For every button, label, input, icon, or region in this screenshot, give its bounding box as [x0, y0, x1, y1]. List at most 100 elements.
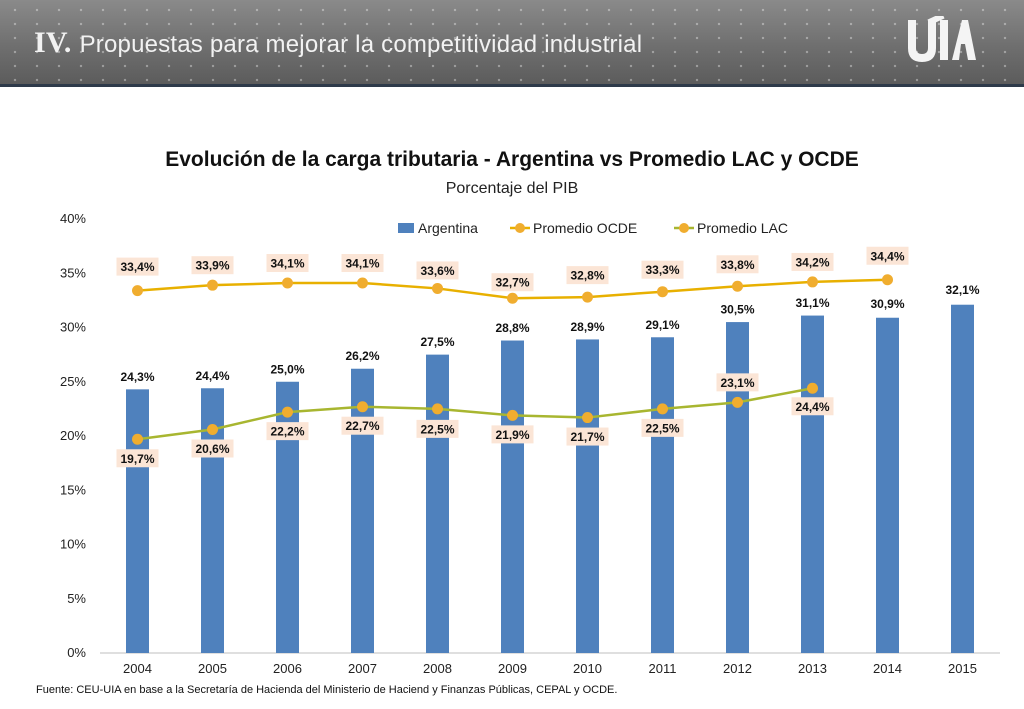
point-ocde-2011 [657, 286, 668, 298]
point-ocde-2007 [357, 277, 368, 289]
data-label-argentina-2007-bg [341, 346, 384, 365]
data-label-ocde-2004: 33,4% [120, 260, 154, 274]
data-label-ocde-2008-bg [416, 261, 459, 280]
data-label-argentina-2005-bg [191, 366, 234, 385]
data-label-lac-2009-bg [491, 425, 534, 444]
data-label-ocde-2007: 34,1% [345, 257, 379, 271]
data-label-ocde-2007-bg [341, 254, 384, 273]
point-ocde-2005 [207, 279, 218, 291]
data-label-ocde-2011: 33,3% [645, 263, 679, 277]
data-label-lac-2008: 22,5% [420, 422, 454, 436]
y-tick-label: 10% [60, 537, 86, 552]
line-lac [137, 387, 813, 441]
point-ocde-2009 [507, 292, 518, 304]
data-label-argentina-2011-bg [641, 315, 684, 334]
bar-argentina-2008 [426, 354, 449, 653]
data-label-lac-2004-bg [116, 449, 159, 468]
legend-marker-ocde [515, 223, 525, 233]
y-tick-label: 0% [67, 645, 86, 660]
data-label-lac-2008-bg [416, 419, 459, 438]
data-label-lac-2012-bg [716, 373, 759, 392]
bar-argentina-2012 [726, 322, 749, 653]
data-label-argentina-2004: 24,3% [120, 370, 154, 384]
data-label-ocde-2012-bg [716, 255, 759, 274]
x-tick-label: 2013 [798, 661, 827, 676]
x-tick-label: 2011 [649, 661, 677, 676]
bar-argentina-2011 [651, 337, 674, 653]
y-tick-label: 5% [67, 591, 86, 606]
data-label-argentina-2010-bg [566, 317, 609, 336]
slide-title: IV. Propuestas para mejorar la competitiv… [34, 26, 642, 60]
point-ocde-2004 [132, 285, 143, 297]
data-label-ocde-2014-bg [866, 246, 909, 265]
bar-argentina-2015 [951, 304, 974, 653]
point-ocde-2014 [882, 274, 893, 286]
x-tick-label: 2010 [573, 661, 602, 676]
header-divider [0, 84, 1024, 87]
y-tick-label: 25% [60, 374, 86, 389]
data-label-ocde-2010-bg [566, 266, 609, 285]
data-label-ocde-2013: 34,2% [795, 255, 829, 269]
source-note: Fuente: CEU-UIA en base a la Secretaría … [36, 684, 618, 696]
bar-argentina-2013 [801, 315, 824, 653]
y-tick-label: 30% [60, 320, 86, 335]
point-lac-2004 [132, 433, 143, 445]
y-tick-label: 15% [60, 482, 86, 497]
data-label-lac-2012: 23,1% [720, 376, 754, 390]
y-tick-label: 20% [60, 428, 86, 443]
data-label-argentina-2008-bg [416, 332, 459, 351]
legend-label-argentina: Argentina [418, 220, 478, 236]
y-tick-label: 35% [60, 265, 86, 280]
x-tick-label: 2006 [273, 661, 302, 676]
uia-logo-icon [908, 16, 976, 62]
data-label-argentina-2015: 32,1% [945, 283, 979, 297]
x-tick-label: 2009 [498, 661, 527, 676]
data-label-lac-2006: 22,2% [270, 425, 304, 439]
data-label-ocde-2006-bg [266, 254, 309, 273]
data-label-argentina-2014-bg [866, 294, 909, 313]
chart-title: Evolución de la carga tributaria - Argen… [165, 148, 859, 171]
data-label-argentina-2014: 30,9% [870, 297, 904, 311]
data-label-lac-2006-bg [266, 422, 309, 441]
x-tick-label: 2005 [198, 661, 227, 676]
legend-label-lac: Promedio LAC [697, 220, 788, 236]
bar-argentina-2004 [126, 389, 149, 653]
data-label-ocde-2012: 33,8% [720, 258, 754, 272]
y-tick-label: 40% [60, 211, 86, 226]
x-tick-label: 2004 [123, 661, 152, 676]
bar-argentina-2010 [576, 339, 599, 653]
data-label-ocde-2005: 33,9% [195, 259, 229, 273]
data-label-ocde-2009: 32,7% [495, 276, 529, 290]
data-label-lac-2005: 20,6% [195, 442, 229, 456]
data-label-argentina-2012-bg [716, 300, 759, 319]
data-label-ocde-2013-bg [791, 252, 834, 271]
legend-swatch-argentina [398, 223, 414, 233]
point-lac-2012 [732, 396, 743, 408]
legend-label-ocde: Promedio OCDE [533, 220, 637, 236]
section-numeral: IV. [34, 26, 72, 59]
point-lac-2013 [807, 382, 818, 394]
data-label-argentina-2007: 26,2% [345, 349, 379, 363]
data-label-argentina-2015-bg [941, 280, 984, 299]
bar-argentina-2014 [876, 317, 899, 653]
point-ocde-2013 [807, 276, 818, 288]
data-label-lac-2013: 24,4% [795, 400, 829, 414]
point-lac-2011 [657, 403, 668, 415]
data-label-argentina-2013-bg [791, 293, 834, 312]
data-label-argentina-2008: 27,5% [420, 335, 454, 349]
bar-argentina-2006 [276, 381, 299, 653]
bar-argentina-2007 [351, 368, 374, 653]
data-label-argentina-2006: 25,0% [270, 362, 304, 376]
point-lac-2005 [207, 423, 218, 435]
x-tick-label: 2007 [348, 661, 377, 676]
data-label-lac-2010: 21,7% [570, 430, 604, 444]
x-tick-label: 2012 [723, 661, 752, 676]
point-ocde-2006 [282, 277, 293, 289]
point-ocde-2012 [732, 280, 743, 292]
data-label-ocde-2004-bg [116, 257, 159, 276]
data-label-argentina-2006-bg [266, 359, 309, 378]
data-label-lac-2004: 19,7% [120, 452, 154, 466]
data-label-ocde-2008: 33,6% [420, 264, 454, 278]
data-label-argentina-2005: 24,4% [195, 369, 229, 383]
